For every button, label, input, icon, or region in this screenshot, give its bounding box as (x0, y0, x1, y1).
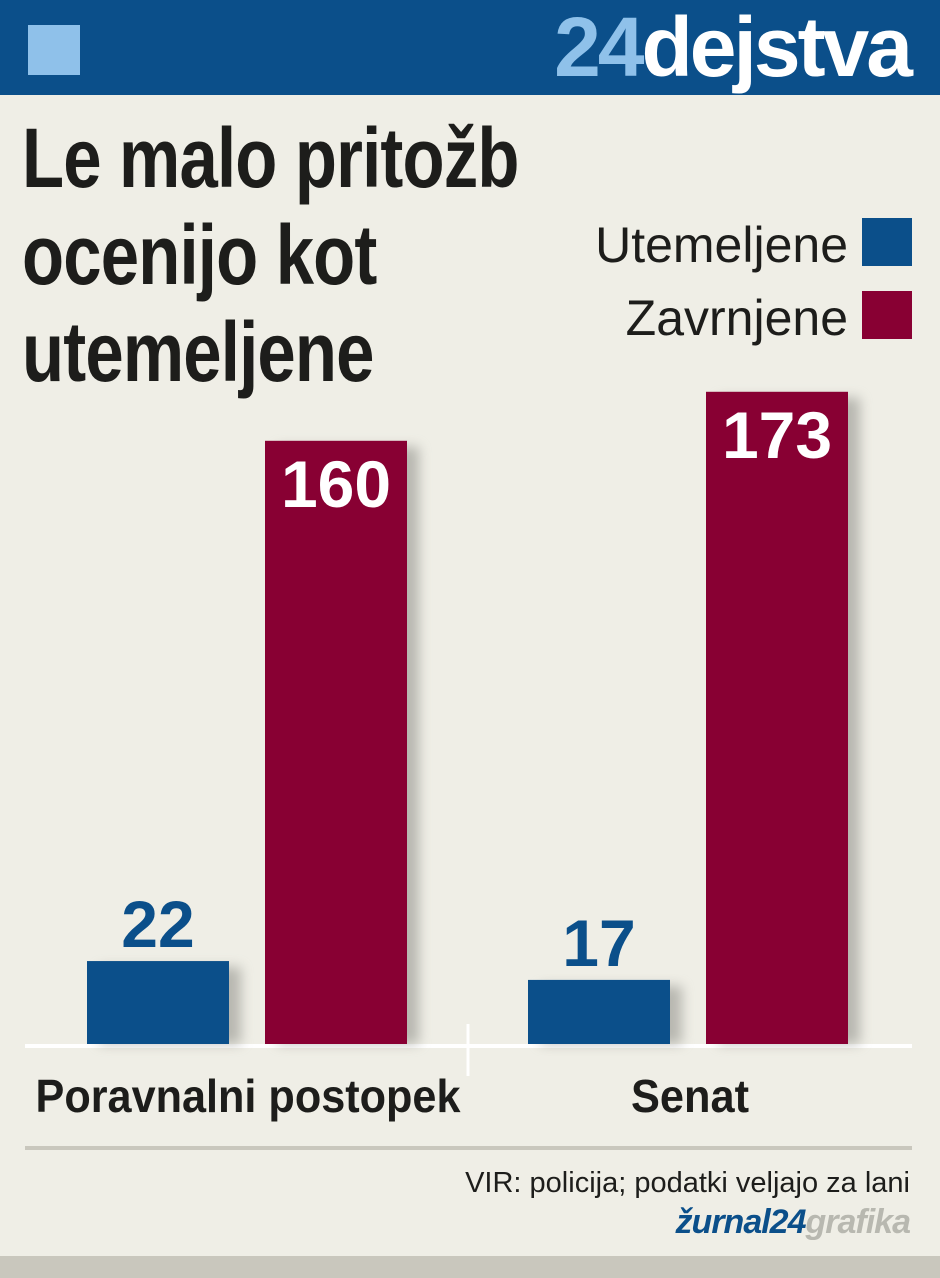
logo-word: dejstva (642, 0, 915, 94)
bar (87, 961, 229, 1044)
header-square (28, 25, 80, 75)
chart-title: Le malo pritožb ocenijo kot utemeljene (22, 111, 519, 399)
x-tick-label: Poravnalni postopek (36, 1070, 461, 1122)
bar (265, 440, 407, 1044)
credit-brand: žurnal24 (675, 1203, 807, 1241)
value-label: 17 (562, 906, 635, 980)
legend-swatch (862, 218, 912, 266)
header-logo: 24dejstva (554, 0, 914, 94)
value-label: 173 (722, 398, 832, 472)
x-tick-label: Senat (631, 1070, 749, 1122)
header-band (0, 0, 940, 95)
legend-swatch (862, 291, 912, 339)
credit: žurnal24grafika (675, 1203, 911, 1241)
value-label: 22 (121, 887, 194, 961)
bar (706, 391, 848, 1044)
value-label: 160 (281, 447, 391, 521)
logo-number: 24 (554, 0, 645, 94)
source-note: VIR: policija; podatki veljajo za lani (465, 1167, 910, 1199)
bar (528, 979, 670, 1044)
bottom-band (0, 1256, 940, 1278)
credit-word: grafika (805, 1203, 911, 1241)
legend-label: Utemeljene (595, 217, 848, 273)
legend-label: Zavrnjene (626, 290, 848, 346)
